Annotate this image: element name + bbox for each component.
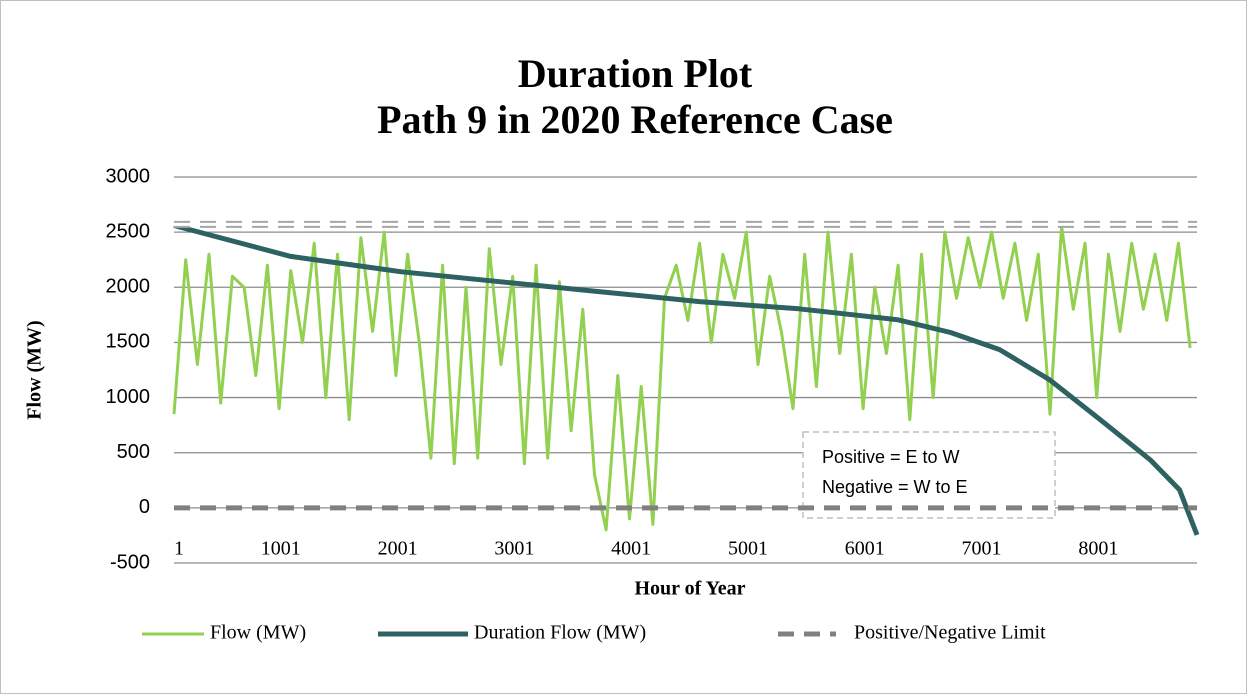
y-tick-label: 1500 xyxy=(106,331,151,353)
x-tick-label: 1001 xyxy=(261,537,301,559)
x-tick-label: 7001 xyxy=(962,537,1002,559)
y-axis-label: Flow (MW) xyxy=(24,320,46,419)
y-tick-label: 1000 xyxy=(106,386,151,408)
annotation-box xyxy=(802,431,1056,519)
x-tick-label: 5001 xyxy=(728,537,768,559)
annotation-text: Negative = W to E xyxy=(822,477,968,497)
x-axis-label: Hour of Year xyxy=(634,578,745,600)
data-line xyxy=(172,225,1192,532)
y-tick-label: 3000 xyxy=(106,165,151,187)
y-tick-label: 500 xyxy=(117,441,150,463)
annotation-text: Positive = E to W xyxy=(822,447,960,467)
y-tick-label: 2000 xyxy=(106,276,151,298)
x-tick-label: 4001 xyxy=(611,537,651,559)
y-tick-label: 0 xyxy=(139,496,150,518)
chart-title: Duration Plot xyxy=(518,51,753,96)
x-tick-label: 8001 xyxy=(1078,537,1118,559)
x-tick-label: 1 xyxy=(174,537,184,559)
x-tick-label: 6001 xyxy=(845,537,885,559)
y-tick-label: -500 xyxy=(110,551,150,573)
legend-label: Positive/Negative Limit xyxy=(854,622,1046,644)
y-tick-label: 2500 xyxy=(106,220,151,242)
data-line xyxy=(173,223,1200,536)
chart-subtitle: Path 9 in 2020 Reference Case xyxy=(377,97,893,142)
x-tick-label: 2001 xyxy=(378,537,418,559)
legend-label: Flow (MW) xyxy=(210,622,306,644)
legend-label: Duration Flow (MW) xyxy=(474,622,646,644)
x-tick-label: 3001 xyxy=(494,537,534,559)
